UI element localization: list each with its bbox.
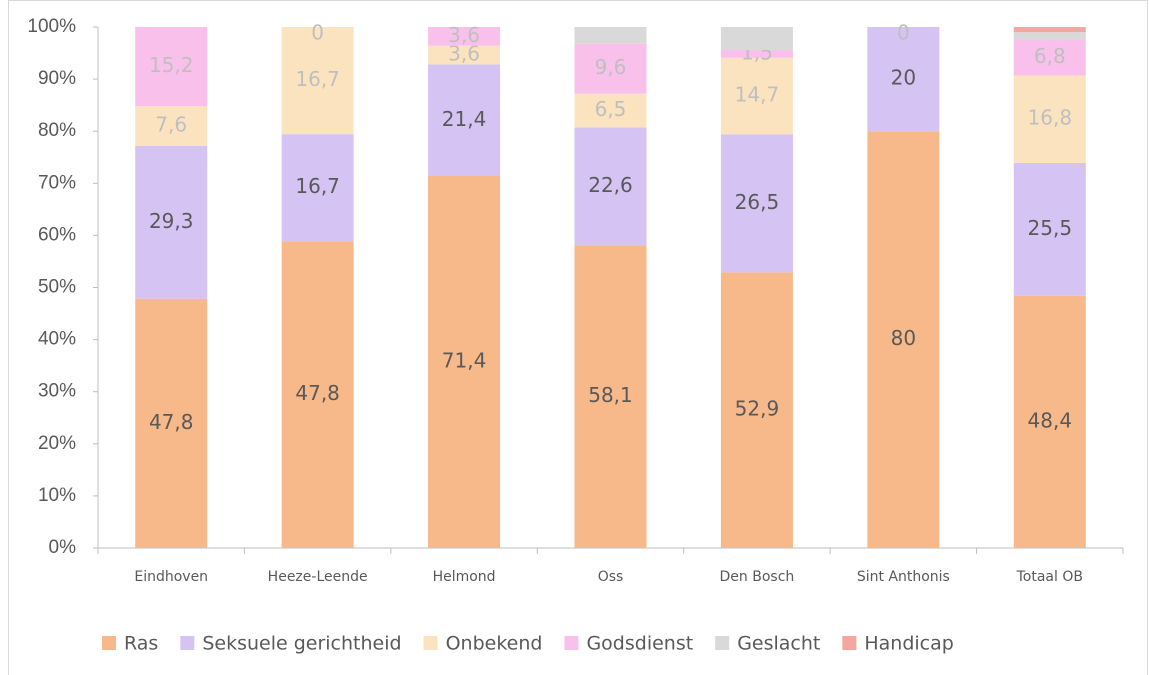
data-label: 48,4 xyxy=(1028,408,1073,432)
bar-segment xyxy=(1013,27,1086,33)
bar-segment xyxy=(428,176,501,549)
bar-segment xyxy=(574,245,647,548)
bar-segment xyxy=(720,57,793,135)
x-tick-label: Sint Anthonis xyxy=(857,569,950,585)
y-tick-label: 60% xyxy=(38,224,76,245)
legend-label: Ras xyxy=(124,633,158,655)
x-tick-label: Totaal OB xyxy=(1016,569,1083,585)
legend-swatch xyxy=(102,636,116,650)
legend-label: Handicap xyxy=(864,633,953,655)
data-label: 47,8 xyxy=(295,381,340,405)
data-label: 25,5 xyxy=(1028,216,1073,240)
data-label: 15,2 xyxy=(149,53,194,77)
data-label: 0 xyxy=(311,21,324,45)
data-label: 16,7 xyxy=(295,67,340,91)
bar-segment xyxy=(281,241,354,548)
data-label: 21,4 xyxy=(442,107,487,131)
legend-swatch xyxy=(715,636,730,650)
bar-segment xyxy=(135,106,208,146)
data-label: 29,3 xyxy=(149,209,194,233)
bar-segment xyxy=(135,298,208,548)
bar-segment xyxy=(574,27,647,44)
legend-swatch xyxy=(564,636,579,650)
x-tick-label: Eindhoven xyxy=(134,569,208,585)
bar-segment xyxy=(1013,295,1086,548)
bar-segment xyxy=(281,134,354,242)
data-label: 71,4 xyxy=(442,349,487,373)
data-label: 52,9 xyxy=(735,397,780,421)
bar-segment xyxy=(428,64,501,177)
data-label: 20 xyxy=(891,66,916,90)
y-tick-label: 70% xyxy=(38,172,76,193)
bar-segment xyxy=(720,27,793,50)
bar-segment xyxy=(574,127,647,246)
legend-label: Seksuele gerichtheid xyxy=(202,633,401,655)
legend-label: Onbekend xyxy=(446,633,543,655)
y-tick-label: 40% xyxy=(38,329,76,350)
x-tick-label: Heeze-Leende xyxy=(268,569,368,585)
y-tick-label: 30% xyxy=(38,381,76,402)
bar-segment xyxy=(1013,162,1086,296)
y-tick-label: 90% xyxy=(38,68,76,89)
x-tick-label: Oss xyxy=(598,569,624,585)
data-label: 7,6 xyxy=(155,113,187,137)
y-tick-label: 10% xyxy=(38,485,76,506)
bar-segment xyxy=(428,45,501,65)
chart-frame xyxy=(8,0,1148,675)
data-label: 9,6 xyxy=(595,55,627,79)
bar-segment xyxy=(720,49,793,58)
bar-segment xyxy=(720,134,793,273)
data-label: 22,6 xyxy=(588,173,633,197)
legend-swatch xyxy=(180,636,195,650)
data-label: 26,5 xyxy=(735,190,780,214)
y-tick-label: 100% xyxy=(27,16,76,37)
bar-segment xyxy=(867,27,940,132)
x-tick-label: Helmond xyxy=(433,569,496,585)
data-label: 3,6 xyxy=(448,23,480,47)
bar-segment xyxy=(1013,32,1086,41)
data-label: 14,7 xyxy=(735,83,780,107)
bar-segment xyxy=(1013,40,1086,76)
data-label: 0 xyxy=(897,21,910,45)
data-label: 80 xyxy=(891,326,916,350)
bar-segment xyxy=(867,131,940,548)
data-label: 58,1 xyxy=(588,383,633,407)
data-label: 16,8 xyxy=(1028,106,1073,130)
legend-label: Godsdienst xyxy=(586,633,693,655)
y-tick-label: 80% xyxy=(38,120,76,141)
y-tick-label: 20% xyxy=(38,433,76,454)
bar-segment xyxy=(1013,75,1086,163)
data-label: 6,8 xyxy=(1034,44,1066,68)
bar-segment xyxy=(574,43,647,94)
legend-swatch xyxy=(423,636,438,650)
bar-segment xyxy=(281,27,354,135)
legend-label: Geslacht xyxy=(737,633,820,655)
bar-segment xyxy=(135,27,208,107)
legend-swatch xyxy=(842,636,857,650)
bar-segment xyxy=(135,145,208,299)
bar-segment xyxy=(720,272,793,548)
x-tick-label: Den Bosch xyxy=(720,569,795,585)
data-label: 6,5 xyxy=(595,97,627,121)
data-label: 47,8 xyxy=(149,410,194,434)
y-tick-label: 50% xyxy=(38,277,76,298)
bar-segment xyxy=(428,27,501,46)
data-label: 16,7 xyxy=(295,174,340,198)
y-tick-label: 0% xyxy=(49,537,77,558)
bar-segment xyxy=(574,93,647,128)
